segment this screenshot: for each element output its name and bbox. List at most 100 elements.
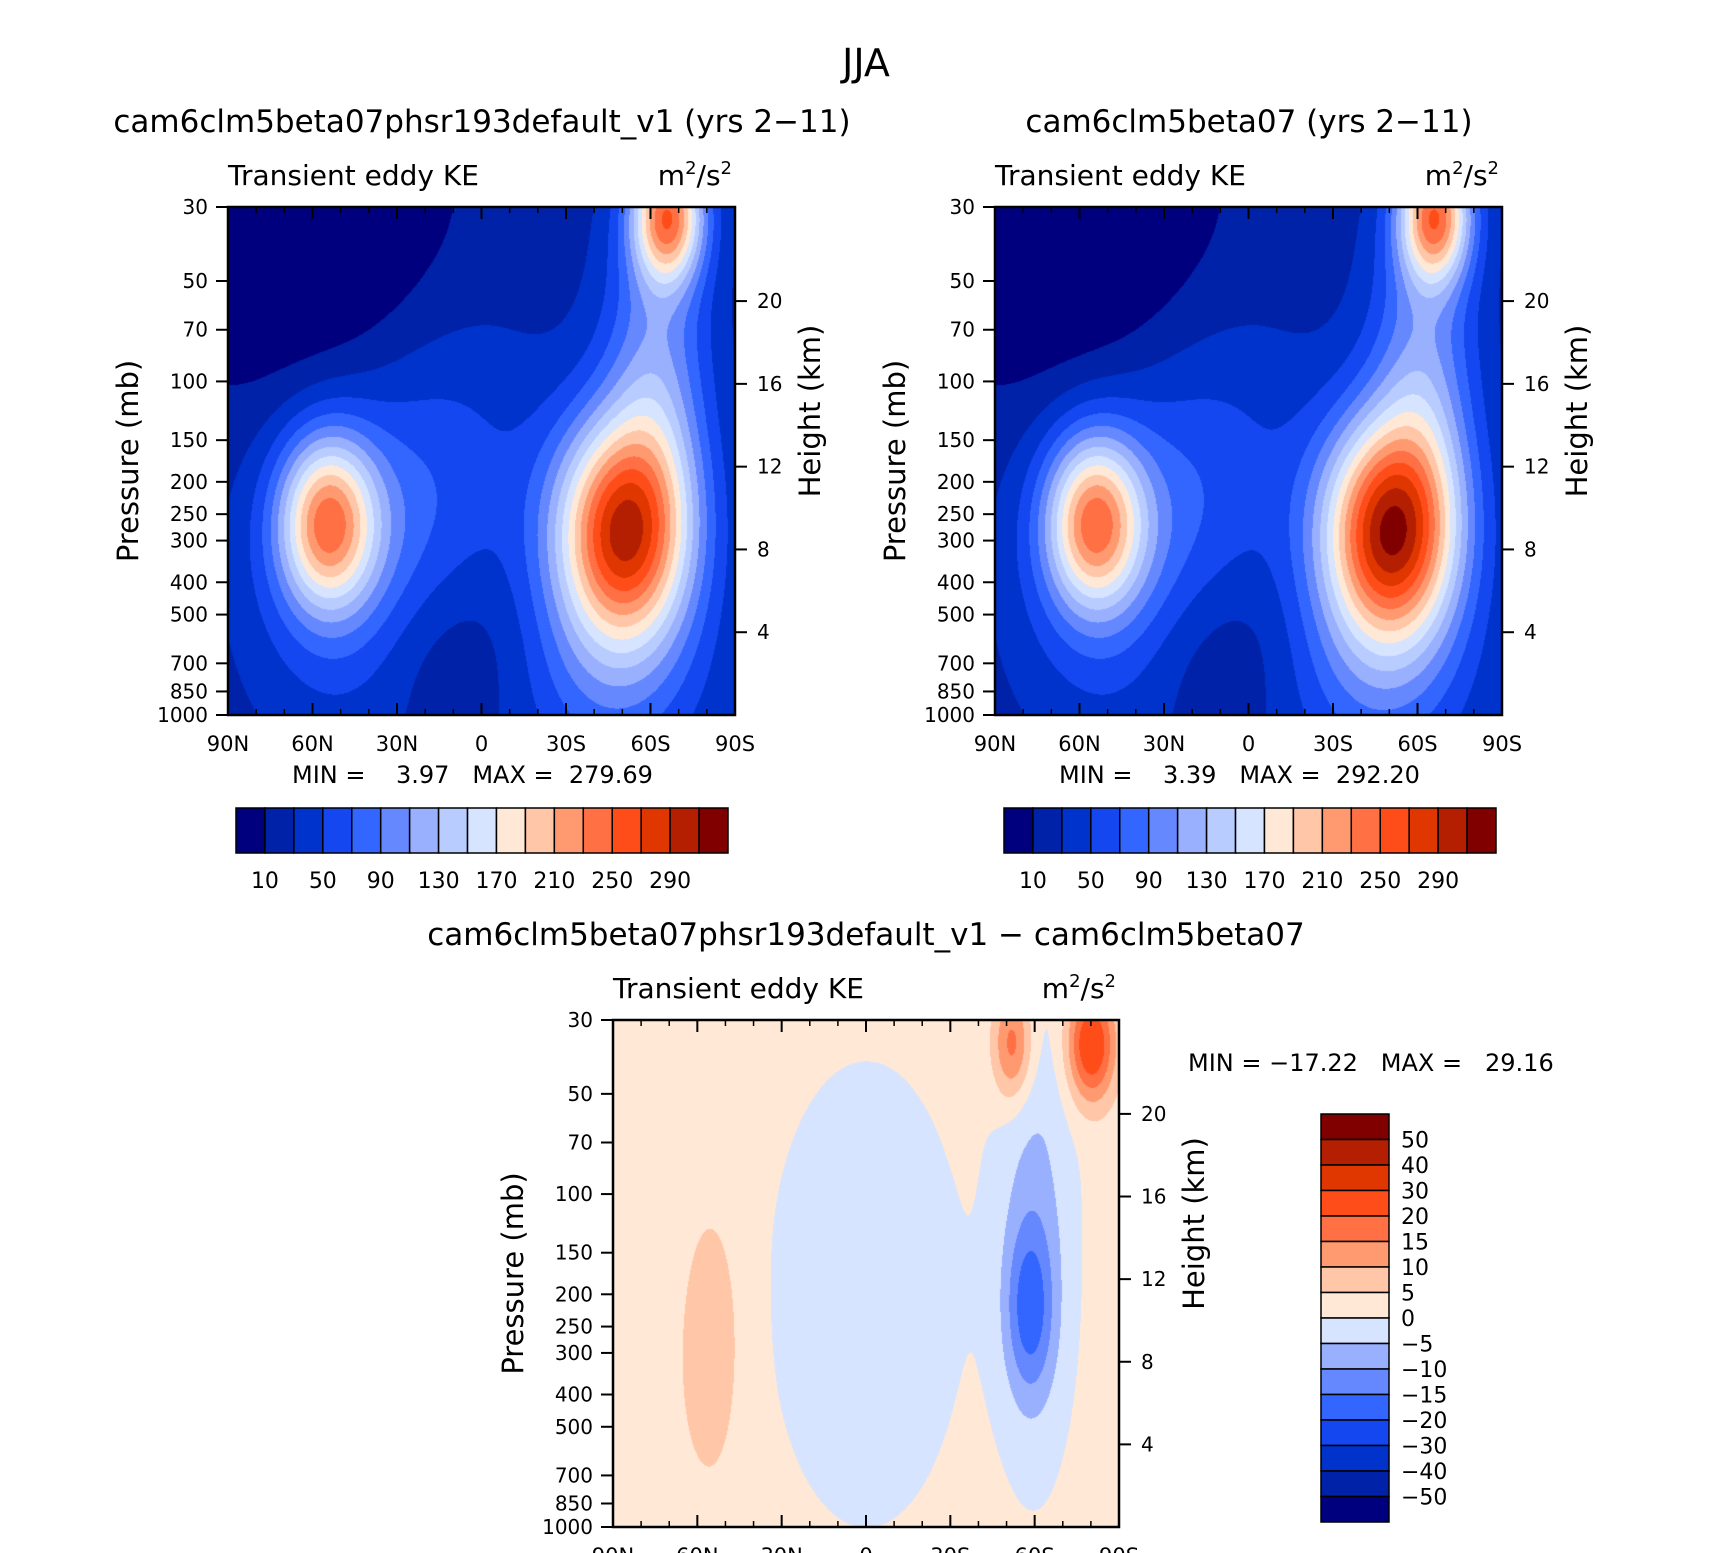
y-right-tick-label: 4	[1141, 1432, 1154, 1456]
colorbar-swatch	[1320, 1470, 1390, 1498]
y-tick-label: 1000	[924, 703, 975, 727]
x-tick-label: 90S	[1099, 1544, 1139, 1553]
colorbar-swatch	[1320, 1164, 1390, 1192]
y-tick-label: 70	[183, 318, 208, 342]
colorbar-label: 30	[1401, 1180, 1429, 1205]
y-right-tick-label: 12	[757, 455, 782, 479]
y-tick-label: 150	[937, 428, 975, 452]
x-tick-label: 90S	[715, 732, 755, 756]
colorbar-swatch	[553, 807, 585, 854]
contour-field	[228, 207, 735, 715]
colorbar-swatch	[1320, 1368, 1390, 1396]
y-tick-label: 300	[170, 529, 208, 553]
colorbar-swatch	[1320, 1393, 1390, 1421]
colorbar-swatch	[408, 807, 440, 854]
colorbar-swatch	[235, 807, 266, 854]
min-max-readout: MIN = 3.97 MAX = 279.69	[292, 761, 653, 789]
colorbar-swatch	[1466, 807, 1497, 854]
y-tick-label: 100	[555, 1182, 593, 1206]
colorbar-swatch	[1003, 807, 1034, 854]
x-tick-label: 60N	[1058, 732, 1100, 756]
y-tick-label: 30	[950, 195, 975, 219]
panel-title: cam6clm5beta07phsr193default_v1 − cam6cl…	[427, 917, 1305, 953]
x-tick-label: 30S	[546, 732, 586, 756]
y-tick-label: 400	[170, 570, 208, 594]
colorbar-swatch	[1292, 807, 1324, 854]
colorbar-label: −10	[1401, 1358, 1447, 1383]
y-axis-label: Pressure (mb)	[111, 360, 145, 562]
units-label: m2/s2	[1042, 971, 1116, 1005]
variable-label: Transient eddy KE	[994, 159, 1246, 192]
colorbar-label: 90	[367, 869, 395, 894]
colorbar-swatch	[1263, 807, 1295, 854]
x-tick-label: 60N	[291, 732, 333, 756]
colorbar-label: 20	[1401, 1205, 1429, 1230]
x-tick-label: 30S	[1313, 732, 1353, 756]
colorbar-swatch	[1320, 1495, 1390, 1523]
y-tick-label: 150	[170, 428, 208, 452]
colorbar-swatch	[1350, 807, 1381, 854]
colorbar-swatch	[1147, 807, 1179, 854]
y-tick-label: 200	[170, 470, 208, 494]
colorbar-swatch	[1320, 1342, 1390, 1370]
y-right-tick-label: 20	[1141, 1102, 1166, 1126]
colorbar-label: −40	[1401, 1460, 1447, 1485]
colorbar-swatch	[1321, 807, 1353, 854]
colorbar-swatch	[1320, 1291, 1390, 1319]
colorbar-swatch	[379, 807, 411, 854]
y-axis-label: Pressure (mb)	[878, 360, 912, 562]
y-tick-label: 1000	[542, 1515, 593, 1539]
y-tick-label: 50	[183, 269, 208, 293]
colorbar-swatch	[1320, 1266, 1390, 1294]
colorbar-swatch	[1320, 1138, 1390, 1166]
colorbar-label: 210	[533, 869, 575, 894]
colorbar-label: 170	[475, 869, 517, 894]
colorbar-swatch	[524, 807, 556, 854]
colorbar-swatch	[611, 807, 642, 854]
colorbar-label: −5	[1401, 1333, 1433, 1358]
units-label: m2/s2	[1425, 158, 1499, 192]
colorbar-swatch	[1408, 807, 1439, 854]
colorbar-swatch	[1090, 807, 1121, 854]
y-tick-label: 100	[937, 369, 975, 393]
colorbar-swatch	[640, 807, 671, 854]
y-tick-label: 500	[170, 603, 208, 627]
colorbar-label: 210	[1301, 869, 1343, 894]
colorbar-label: −15	[1401, 1384, 1447, 1409]
y-tick-label: 70	[568, 1131, 593, 1155]
x-tick-label: 30S	[930, 1544, 970, 1553]
colorbar-swatch	[264, 807, 295, 854]
colorbar-swatch	[322, 807, 353, 854]
y-tick-label: 250	[937, 502, 975, 526]
colorbar-swatch	[582, 807, 613, 854]
x-tick-label: 0	[475, 732, 488, 756]
min-max-readout: MIN = −17.22 MAX = 29.16	[1188, 1049, 1554, 1077]
y-axis-label: Pressure (mb)	[496, 1172, 530, 1374]
y-tick-label: 300	[555, 1341, 593, 1365]
y-tick-label: 850	[937, 679, 975, 703]
panel-2: cam6clm5beta07 (yrs 2−11) Transient eddy …	[878, 104, 1594, 894]
x-tick-label: 30N	[760, 1544, 802, 1553]
colorbar-swatch	[1061, 807, 1092, 854]
x-tick-label: 90S	[1482, 732, 1522, 756]
colorbar-label: 50	[1401, 1129, 1429, 1154]
y-right-tick-label: 8	[1141, 1350, 1154, 1374]
y-tick-label: 400	[555, 1383, 593, 1407]
colorbar-swatch	[1320, 1240, 1390, 1268]
colorbar-swatch	[1032, 807, 1063, 854]
variable-label: Transient eddy KE	[227, 159, 479, 192]
y-right-tick-label: 4	[1524, 620, 1537, 644]
x-tick-label: 90N	[592, 1544, 634, 1553]
y-tick-label: 500	[937, 603, 975, 627]
colorbar-label: 0	[1401, 1307, 1415, 1332]
y-right-tick-label: 16	[757, 372, 782, 396]
y-tick-label: 100	[170, 369, 208, 393]
colorbar-swatch	[1437, 807, 1468, 854]
colorbar-label: 90	[1135, 869, 1163, 894]
colorbar-swatch	[669, 807, 700, 854]
y-tick-label: 700	[555, 1463, 593, 1487]
y-tick-label: 250	[555, 1315, 593, 1339]
y-tick-label: 30	[183, 195, 208, 219]
colorbar-label: 15	[1401, 1231, 1429, 1256]
y-right-tick-label: 16	[1524, 372, 1549, 396]
